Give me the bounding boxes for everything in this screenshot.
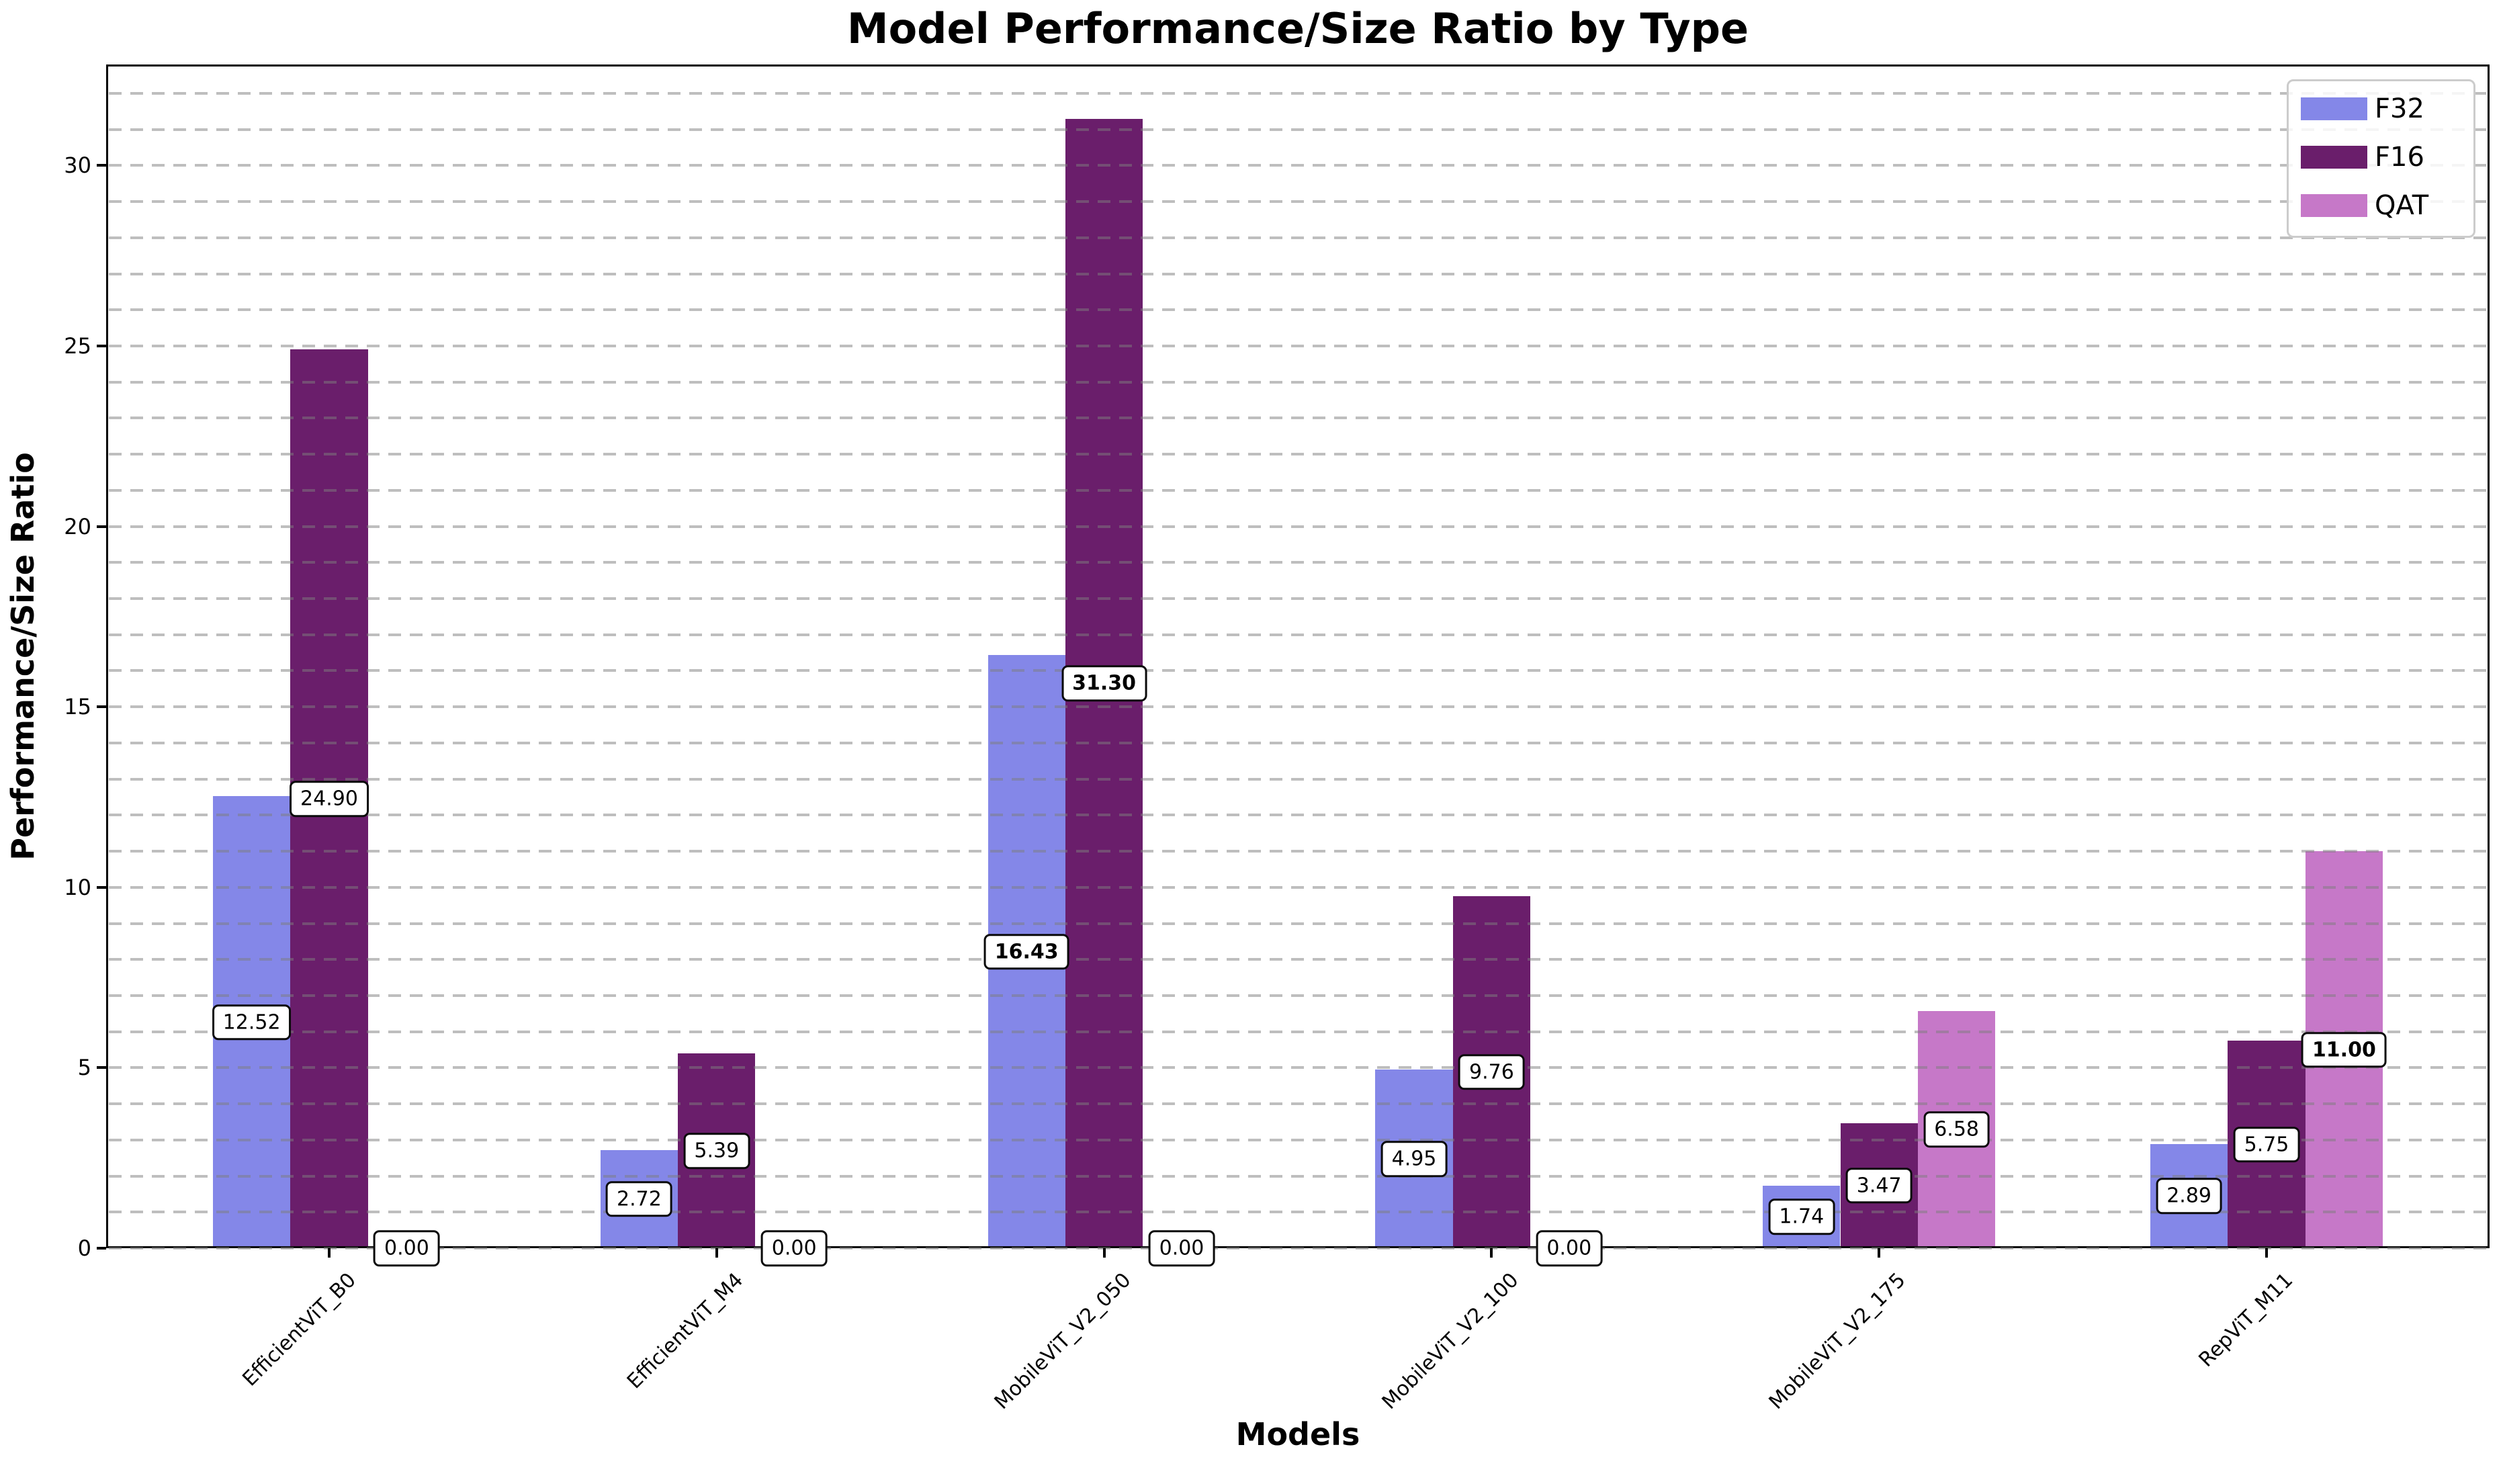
y-tick-25 — [97, 345, 106, 347]
gridline-y15 — [109, 705, 2490, 709]
legend: F32 F16 QAT — [2287, 79, 2475, 238]
legend-row-f16: F16 — [2301, 142, 2455, 173]
legend-row-f32: F32 — [2301, 93, 2455, 124]
x-tick-EfficientViT_B0 — [328, 1248, 331, 1258]
gridline-y25 — [109, 345, 2490, 347]
value-label-f16-MobileViT_V2_050: 31.30 — [1061, 665, 1147, 702]
x-category-label-MobileViT_V2_050: MobileViT_V2_050 — [990, 1268, 1136, 1414]
gridline-y2 — [109, 1174, 2490, 1178]
gridline-y12 — [109, 814, 2490, 817]
value-label-f16-MobileViT_V2_175: 3.47 — [1845, 1168, 1913, 1204]
bottom-spine — [106, 1246, 2490, 1248]
legend-swatch-qat — [2301, 194, 2367, 217]
gridline-y23 — [109, 417, 2490, 420]
value-label-qat-MobileViT_V2_175: 6.58 — [1923, 1111, 1990, 1147]
value-label-f32-MobileViT_V2_050: 16.43 — [983, 933, 1069, 970]
gridline-y24 — [109, 380, 2490, 384]
legend-label-f32: F32 — [2375, 93, 2424, 124]
x-category-label-EfficientViT_B0: EfficientViT_B0 — [238, 1268, 361, 1391]
value-label-qat-EfficientViT_M4: 0.00 — [760, 1230, 828, 1266]
gridline-y7 — [109, 994, 2490, 997]
y-tick-5 — [97, 1066, 106, 1070]
gridline-y11 — [109, 850, 2490, 853]
gridline-y17 — [109, 633, 2490, 636]
x-category-label-MobileViT_V2_100: MobileViT_V2_100 — [1377, 1268, 1524, 1414]
x-category-label-MobileViT_V2_175: MobileViT_V2_175 — [1764, 1268, 1911, 1414]
y-tick-label-15: 15 — [64, 694, 91, 720]
value-label-f32-EfficientViT_B0: 12.52 — [212, 1004, 292, 1041]
gridline-y28 — [109, 236, 2490, 239]
x-category-label-RepViT_M11: RepViT_M11 — [2194, 1268, 2298, 1372]
gridline-y31 — [109, 128, 2490, 131]
y-tick-30 — [97, 164, 106, 167]
y-axis-label: Performance/Size Ratio — [5, 452, 41, 861]
chart-title: Model Performance/Size Ratio by Type — [846, 4, 1749, 53]
value-label-f32-RepViT_M11: 2.89 — [2156, 1178, 2222, 1215]
y-tick-15 — [97, 705, 106, 709]
value-label-f16-EfficientViT_B0: 24.90 — [290, 781, 369, 817]
legend-label-qat: QAT — [2375, 190, 2429, 221]
gridline-y9 — [109, 922, 2490, 925]
gridline-y22 — [109, 453, 2490, 456]
legend-label-f16: F16 — [2375, 142, 2424, 173]
y-tick-label-0: 0 — [77, 1235, 91, 1261]
x-tick-MobileViT_V2_050 — [1102, 1248, 1106, 1258]
x-axis-label: Models — [1235, 1416, 1360, 1452]
gridline-y1 — [109, 1211, 2490, 1214]
y-tick-label-10: 10 — [64, 874, 91, 900]
gridline-y5 — [109, 1066, 2490, 1070]
y-tick-label-25: 25 — [64, 333, 91, 359]
value-label-qat-MobileViT_V2_050: 0.00 — [1148, 1230, 1215, 1266]
y-tick-10 — [97, 885, 106, 889]
x-tick-MobileViT_V2_175 — [1878, 1248, 1881, 1258]
gridline-y32 — [109, 91, 2490, 95]
gridline-y14 — [109, 741, 2490, 744]
gridline-y21 — [109, 488, 2490, 492]
value-label-qat-EfficientViT_B0: 0.00 — [373, 1230, 440, 1266]
legend-row-qat: QAT — [2301, 190, 2455, 221]
plot-area: 0 5 10 15 20 25 30 EfficientViT_B0 EfficientViT_… — [64, 64, 2490, 1414]
gridline-y18 — [109, 597, 2490, 601]
x-category-label-EfficientViT_M4: EfficientViT_M4 — [623, 1268, 748, 1394]
gridline-y16 — [109, 669, 2490, 672]
value-label-f32-MobileViT_V2_175: 1.74 — [1768, 1198, 1835, 1235]
right-spine — [2488, 64, 2490, 1248]
legend-swatch-f32 — [2301, 97, 2367, 120]
value-label-f32-MobileViT_V2_100: 4.95 — [1380, 1141, 1448, 1177]
y-tick-0 — [97, 1247, 106, 1250]
gridline-y3 — [109, 1138, 2490, 1141]
gridline-y30 — [109, 164, 2490, 167]
gridline-y10 — [109, 885, 2490, 889]
value-label-f16-MobileViT_V2_100: 9.76 — [1458, 1054, 1525, 1090]
gridline-y26 — [109, 308, 2490, 312]
value-label-f32-EfficientViT_M4: 2.72 — [605, 1181, 672, 1217]
top-spine — [106, 64, 2490, 67]
y-tick-label-5: 5 — [77, 1055, 91, 1081]
value-label-f16-RepViT_M11: 5.75 — [2233, 1126, 2300, 1163]
gridline-y13 — [109, 777, 2490, 781]
gridline-y6 — [109, 1030, 2490, 1033]
left-spine — [106, 64, 108, 1248]
value-label-f16-EfficientViT_M4: 5.39 — [683, 1133, 750, 1169]
y-tick-label-30: 30 — [64, 152, 91, 179]
gridline-y8 — [109, 958, 2490, 961]
gridline-y19 — [109, 561, 2490, 564]
x-tick-MobileViT_V2_100 — [1490, 1248, 1493, 1258]
gridline-y20 — [109, 525, 2490, 528]
y-tick-20 — [97, 525, 106, 528]
legend-swatch-f16 — [2301, 146, 2367, 169]
gridline-y29 — [109, 200, 2490, 204]
value-label-qat-RepViT_M11: 11.00 — [2301, 1031, 2387, 1068]
gridline-y27 — [109, 272, 2490, 275]
x-tick-EfficientViT_M4 — [715, 1248, 718, 1258]
y-tick-label-20: 20 — [64, 513, 91, 539]
gridline-y4 — [109, 1102, 2490, 1106]
value-label-qat-MobileViT_V2_100: 0.00 — [1536, 1230, 1603, 1266]
x-tick-RepViT_M11 — [2265, 1248, 2268, 1258]
